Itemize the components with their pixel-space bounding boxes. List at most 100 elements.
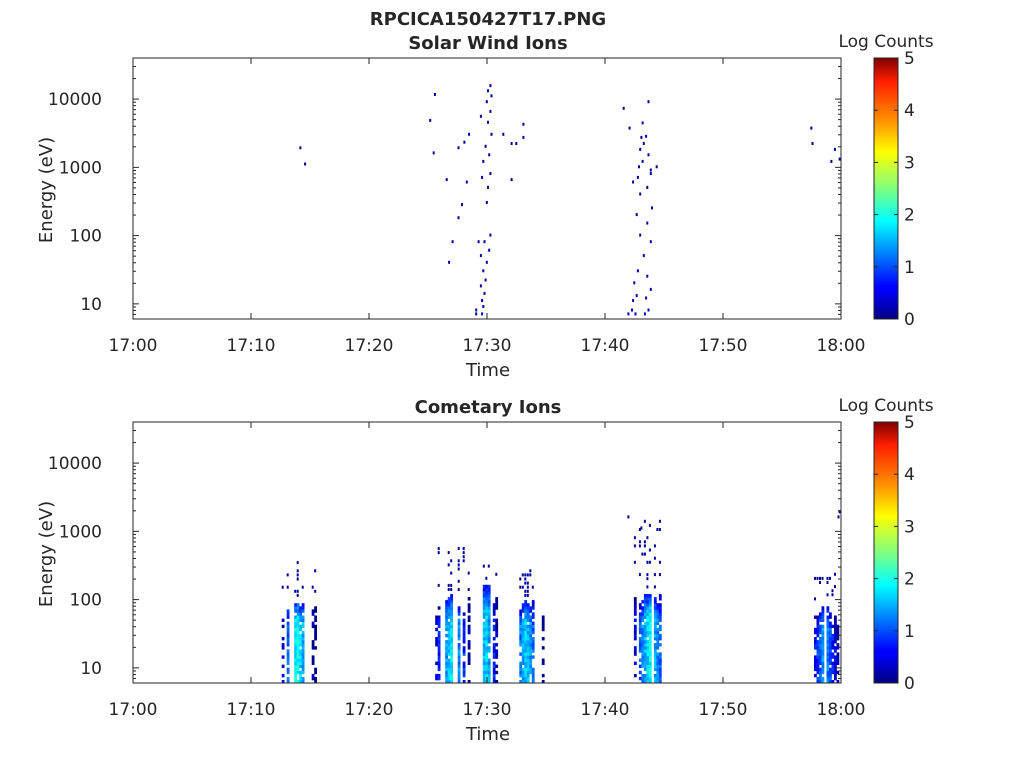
heatmap-cell bbox=[437, 547, 440, 550]
heatmap-cell bbox=[646, 618, 650, 622]
heatmap-cell bbox=[286, 615, 290, 619]
heatmap-cell bbox=[445, 664, 448, 668]
heatmap-cell bbox=[529, 627, 533, 632]
heatmap-cell bbox=[836, 633, 840, 638]
heatmap-cell bbox=[519, 612, 523, 616]
heatmap-cell bbox=[526, 661, 530, 665]
heatmap-cell bbox=[658, 627, 662, 632]
heatmap-cell bbox=[826, 618, 830, 622]
heatmap-cell bbox=[296, 612, 300, 616]
heatmap-cell bbox=[296, 615, 300, 619]
heatmap-cell bbox=[487, 658, 491, 662]
heatmap-cell bbox=[814, 673, 817, 678]
heatmap-cell bbox=[437, 583, 440, 587]
heatmap-cell bbox=[646, 560, 649, 564]
heatmap-cell bbox=[519, 621, 523, 625]
heatmap-cell bbox=[834, 621, 837, 625]
heatmap-cell bbox=[816, 640, 820, 644]
heatmap-cell bbox=[447, 606, 451, 610]
heatmap-cell bbox=[299, 146, 302, 150]
heatmap-cell bbox=[447, 621, 451, 625]
heatmap-cell bbox=[648, 612, 652, 616]
heatmap-cell bbox=[816, 658, 820, 662]
heatmap-cell bbox=[299, 655, 302, 659]
heatmap-cell bbox=[814, 597, 816, 601]
heatmap-cell bbox=[521, 652, 525, 656]
heatmap-cell bbox=[467, 661, 471, 665]
heatmap-cell bbox=[836, 661, 840, 665]
heatmap-cell bbox=[656, 655, 660, 659]
heatmap-cell bbox=[311, 658, 315, 662]
heatmap-cell bbox=[487, 676, 491, 681]
heatmap-cell bbox=[831, 652, 835, 656]
heatmap-cell bbox=[526, 670, 530, 675]
heatmap-cell bbox=[529, 667, 533, 672]
heatmap-cell bbox=[821, 646, 825, 650]
heatmap-cell bbox=[643, 643, 647, 647]
heatmap-cell bbox=[301, 606, 305, 610]
heatmap-cell bbox=[450, 606, 453, 610]
heatmap-cell bbox=[495, 680, 499, 684]
heatmap-cell bbox=[450, 594, 453, 598]
heatmap-cell bbox=[821, 640, 825, 644]
heatmap-cell bbox=[482, 564, 485, 568]
heatmap-cell bbox=[526, 581, 529, 585]
heatmap-cell bbox=[450, 624, 453, 629]
heatmap-cell bbox=[462, 637, 466, 641]
heatmap-cell bbox=[521, 646, 525, 650]
heatmap-cell bbox=[643, 540, 646, 544]
heatmap-cell bbox=[296, 618, 300, 622]
heatmap-cell bbox=[286, 609, 290, 613]
heatmap-cell bbox=[524, 640, 528, 644]
heatmap-cell bbox=[643, 606, 647, 610]
heatmap-cell bbox=[447, 612, 451, 616]
heatmap-cell bbox=[829, 640, 832, 644]
heatmap-cell bbox=[450, 559, 453, 563]
heatmap-cell bbox=[638, 664, 642, 668]
heatmap-cell bbox=[487, 633, 491, 638]
heatmap-cell bbox=[646, 670, 650, 675]
heatmap-cell bbox=[468, 132, 471, 136]
heatmap-cell bbox=[821, 633, 825, 638]
heatmap-cell bbox=[531, 606, 535, 610]
heatmap-cell bbox=[450, 640, 453, 644]
heatmap-cell bbox=[485, 606, 489, 610]
heatmap-cell bbox=[834, 670, 837, 675]
heatmap-cell bbox=[296, 667, 300, 672]
heatmap-cell bbox=[519, 670, 523, 675]
heatmap-cell bbox=[445, 627, 448, 632]
heatmap-cell bbox=[482, 646, 486, 650]
heatmap-cell bbox=[647, 100, 650, 104]
heatmap-cell bbox=[829, 627, 832, 632]
heatmap-cell bbox=[299, 606, 302, 610]
heatmap-cell bbox=[529, 606, 533, 610]
heatmap-cell bbox=[656, 528, 659, 531]
heatmap-cell bbox=[457, 559, 460, 563]
heatmap-cell bbox=[524, 603, 528, 607]
heatmap-cell bbox=[524, 621, 528, 625]
heatmap-cell bbox=[524, 589, 527, 593]
heatmap-cell bbox=[524, 646, 528, 650]
heatmap-cell bbox=[521, 585, 524, 589]
heatmap-cell bbox=[457, 630, 461, 635]
heatmap-cell bbox=[487, 564, 490, 568]
heatmap-cell bbox=[445, 624, 448, 629]
heatmap-cell bbox=[648, 667, 652, 672]
heatmap-cell bbox=[642, 254, 645, 258]
heatmap-cell bbox=[648, 633, 652, 638]
heatmap-cell bbox=[457, 588, 460, 591]
heatmap-cell bbox=[296, 670, 300, 675]
heatmap-cell bbox=[301, 621, 305, 625]
heatmap-cell bbox=[450, 571, 453, 575]
heatmap-cell bbox=[299, 609, 302, 613]
heatmap-cell bbox=[836, 658, 840, 662]
heatmap-cell bbox=[461, 203, 463, 207]
heatmap-cell bbox=[524, 676, 528, 681]
heatmap-cell bbox=[299, 627, 302, 632]
heatmap-cell bbox=[485, 643, 489, 647]
heatmap-cell bbox=[658, 615, 662, 619]
heatmap-cell bbox=[643, 519, 646, 523]
heatmap-cell bbox=[648, 652, 652, 656]
heatmap-cell bbox=[294, 627, 297, 632]
heatmap-cell bbox=[641, 661, 645, 665]
